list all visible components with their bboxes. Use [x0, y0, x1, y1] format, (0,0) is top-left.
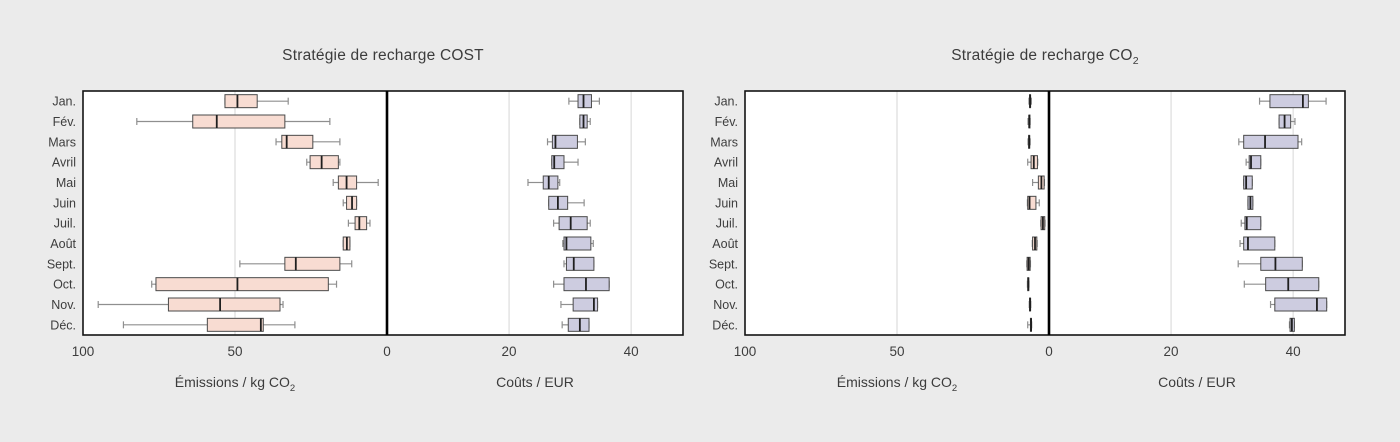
month-label: Fév. — [715, 115, 738, 129]
tick-label: 0 — [383, 344, 391, 359]
month-label: Juin — [53, 196, 76, 210]
month-label: Oct. — [715, 278, 738, 292]
chart-title-text: Stratégie de recharge CO — [951, 47, 1133, 64]
box — [1027, 195, 1037, 210]
panel-cost-strategy: 100 50 0 20 40 Jan. Fév. Mars Avril Mai Juin Juil. A… — [47, 47, 684, 394]
box — [1244, 216, 1262, 231]
box — [542, 175, 559, 190]
tick-label: 20 — [502, 344, 517, 359]
month-label: Juil. — [54, 217, 76, 231]
box — [167, 297, 281, 312]
box — [1243, 236, 1276, 251]
tick-label: 40 — [624, 344, 639, 359]
box — [572, 297, 599, 312]
box — [1260, 256, 1303, 271]
box — [1243, 134, 1299, 149]
box — [1243, 175, 1253, 190]
box — [577, 94, 592, 109]
panel-co2-strategy: 100 50 0 20 40 Jan. Fév. Mars Avril Mai Juin Juil. A… — [700, 0, 1400, 442]
box — [354, 216, 368, 231]
tick-label: 50 — [227, 344, 242, 359]
tick-label: 100 — [734, 344, 757, 359]
box — [551, 134, 578, 149]
tick-label: 40 — [1286, 344, 1301, 359]
axis-frame — [82, 90, 684, 336]
emissions-axis-label: Émissions / kg CO2 — [836, 374, 958, 394]
boxplot-co2-strategy: 100 50 0 20 40 Jan. Fév. Mars Avril Mai Juin Juil. A… — [709, 90, 1346, 359]
month-label: Sept. — [47, 257, 76, 271]
tick-label: 0 — [1045, 344, 1053, 359]
costs-axis-label: Coûts / EUR — [496, 374, 574, 390]
month-label: Déc. — [712, 318, 738, 332]
tick-label: 100 — [72, 344, 95, 359]
box — [558, 216, 588, 231]
emissions-axis-label: Émissions / kg CO2 — [174, 374, 296, 394]
month-label: Mars — [48, 135, 76, 149]
month-label: Oct. — [53, 278, 76, 292]
month-label: Avril — [52, 156, 76, 170]
box — [281, 134, 314, 149]
box — [224, 94, 258, 109]
box — [284, 256, 341, 271]
month-label: Nov. — [713, 298, 738, 312]
box — [567, 317, 590, 332]
box — [1274, 297, 1328, 312]
month-label: Juil. — [716, 217, 738, 231]
month-label: Fév. — [53, 115, 76, 129]
plot-background — [83, 91, 683, 335]
axis-frame — [744, 90, 1346, 336]
month-label: Déc. — [50, 318, 76, 332]
chart-title-subscript: 2 — [1132, 55, 1139, 68]
box — [155, 277, 329, 292]
tick-label: 20 — [1164, 344, 1179, 359]
month-label: Jan. — [52, 95, 76, 109]
box — [1265, 277, 1320, 292]
costs-axis-label: Coûts / EUR — [1158, 374, 1236, 390]
month-label: Mai — [718, 176, 738, 190]
box — [565, 256, 595, 271]
month-label: Sept. — [709, 257, 738, 271]
box — [206, 317, 264, 332]
month-label: Juin — [715, 196, 738, 210]
axis-label-subscript: 2 — [289, 382, 296, 394]
box — [1269, 94, 1309, 109]
box — [337, 175, 358, 190]
boxplot-cost-strategy: 100 50 0 20 40 Jan. Fév. Mars Avril Mai Juin Juil. A… — [47, 90, 684, 359]
month-label: Août — [712, 237, 738, 251]
month-label: Mars — [710, 135, 738, 149]
month-label: Mai — [56, 176, 76, 190]
box — [563, 236, 592, 251]
month-label: Jan. — [714, 95, 738, 109]
box — [1248, 155, 1262, 170]
chart-title-text: Stratégie de recharge COST — [282, 47, 484, 64]
chart-title: Stratégie de recharge COST — [83, 47, 683, 67]
month-label: Août — [50, 237, 76, 251]
month-label: Avril — [714, 156, 738, 170]
chart-title: Stratégie de recharge CO2 — [745, 47, 1345, 67]
box — [309, 155, 339, 170]
month-label: Nov. — [51, 298, 76, 312]
tick-label: 50 — [889, 344, 904, 359]
plot-background — [745, 91, 1345, 335]
box — [192, 114, 286, 129]
axis-label-subscript: 2 — [951, 382, 958, 394]
